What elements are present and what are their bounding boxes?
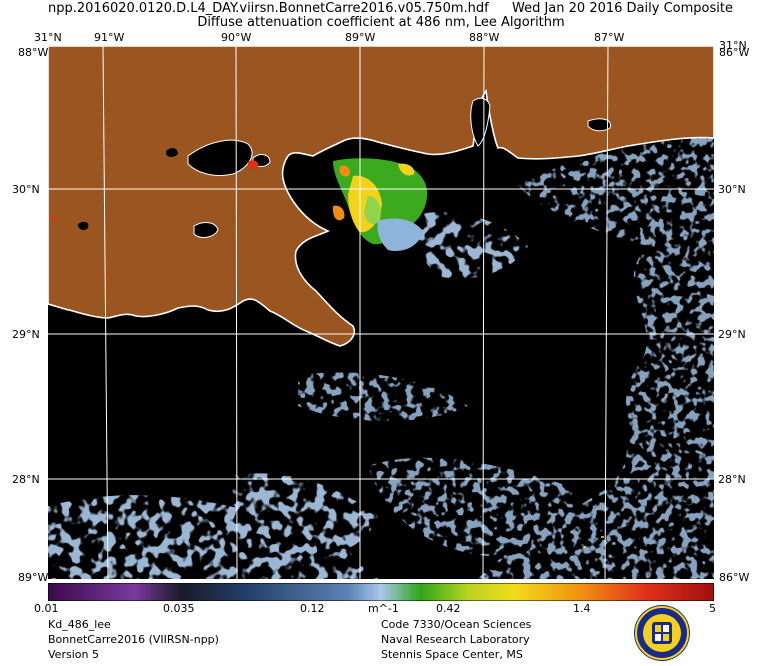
cbar-tick-4: 1.4 <box>573 602 591 615</box>
grid-90w <box>235 46 238 579</box>
footer-product-name: Kd_486_lee <box>48 618 111 631</box>
bonnet-carre-plume <box>248 158 428 252</box>
lat-label-30n-left: 30°N <box>12 183 40 196</box>
small-lake-west <box>78 221 89 231</box>
cbar-units: m^-1 <box>368 602 399 615</box>
kd490-map <box>48 46 714 579</box>
colorbar <box>47 582 715 602</box>
composite-date: Wed Jan 20 2016 Daily Composite <box>512 1 733 16</box>
low-kd-retrievals <box>48 136 714 579</box>
cbar-tick-2: 0.12 <box>300 602 325 615</box>
lat-label-28n-right: 28°N <box>718 473 746 486</box>
corner-label-top-left-lon: 88°W <box>18 46 49 59</box>
footer-version: Version 5 <box>48 648 99 661</box>
grid-88w <box>482 46 485 579</box>
corner-label-top-left: 31°N <box>34 31 62 44</box>
cbar-tick-5: 5 <box>709 602 716 615</box>
lat-label-28n-left: 28°N <box>12 473 40 486</box>
footer-code: Code 7330/Ocean Sciences <box>381 618 532 631</box>
footer-lab: Naval Research Laboratory <box>381 633 530 646</box>
lat-label-29n-right: 29°N <box>718 328 746 341</box>
speck <box>52 216 55 220</box>
lake-salvador <box>193 222 219 238</box>
grid-91w <box>102 46 109 579</box>
perdido-bay <box>587 118 612 132</box>
lon-label-89w: 89°W <box>345 31 376 44</box>
speck <box>601 536 604 538</box>
footer-dataset: BonnetCarre2016 (VIIRSN-npp) <box>48 633 219 646</box>
map-canvas <box>48 46 714 579</box>
lon-label-91w: 91°W <box>94 31 125 44</box>
product-title: Diffuse attenuation coefficient at 486 n… <box>197 15 565 30</box>
small-lake <box>166 148 178 157</box>
corner-label-top-right: 31°N <box>719 39 747 52</box>
file-name: npp.2016020.0120.D.L4_DAY.viirsn.BonnetC… <box>48 1 489 16</box>
lon-label-88w: 88°W <box>469 31 500 44</box>
nrl-seal-icon <box>633 604 691 662</box>
cbar-tick-1: 0.035 <box>163 602 195 615</box>
corner-label-top-right-lon: 86°W <box>719 46 750 59</box>
speck <box>584 546 586 548</box>
colorbar-gradient <box>47 582 715 602</box>
colorbar-svg <box>47 582 715 602</box>
cbar-tick-3: 0.42 <box>436 602 461 615</box>
grid-87w <box>604 46 609 579</box>
graticule <box>48 46 714 579</box>
lon-label-90w: 90°W <box>221 31 252 44</box>
mobile-bay <box>470 97 491 147</box>
corner-label-bottom-right: 86°W <box>719 571 750 584</box>
corner-label-bottom-left: 89°W <box>18 571 49 584</box>
lon-label-87w: 87°W <box>594 31 625 44</box>
lat-label-29n-left: 29°N <box>12 328 40 341</box>
footer-location: Stennis Space Center, MS <box>381 648 523 661</box>
land-mass <box>48 46 714 347</box>
cbar-tick-0: 0.01 <box>34 602 59 615</box>
lat-label-30n-right: 30°N <box>718 183 746 196</box>
